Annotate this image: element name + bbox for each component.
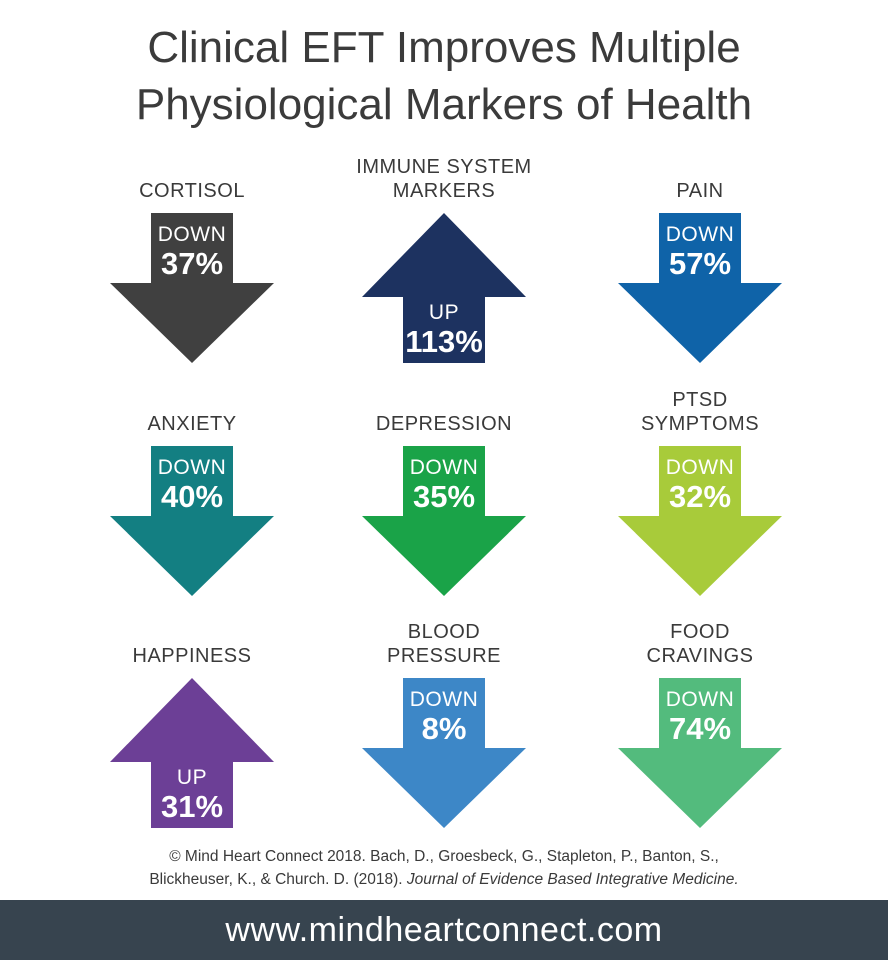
percent-value: 32% [668,479,732,514]
marker-label: CORTISOL [72,155,312,203]
marker-label-line-2: PRESSURE [386,645,502,667]
marker-label: DEPRESSION [324,388,564,436]
down-arrow-icon: DOWN 8% [362,678,526,828]
arrow-text: DOWN 37% [110,223,274,281]
arrow-text: DOWN 57% [618,223,782,281]
marker-label-line-1: PTSD [672,389,728,411]
direction-text: UP [428,301,460,324]
marker-label: HAPPINESS [72,620,312,668]
citation-line-1: © Mind Heart Connect 2018. Bach, D., Gro… [169,848,719,865]
marker-label-line-2: CRAVINGS [646,645,754,667]
marker-label: PTSD SYMPTOMS [580,388,820,436]
footer-bar: www.mindheartconnect.com [0,900,888,960]
percent-value: 113% [405,324,483,359]
up-arrow-icon: UP 113% [362,213,526,363]
marker-label-line-2: MARKERS [392,180,496,202]
title-line-1: Clinical EFT Improves Multiple [147,23,741,72]
marker-label-line-2: PAIN [676,180,724,202]
citation-authors: Blickheuser, K., & Church. D. (2018). [149,871,407,888]
percent-value: 31% [160,789,224,824]
marker-label: ANXIETY [72,388,312,436]
marker-label: PAIN [580,155,820,203]
marker-label-line-1 [72,155,312,179]
down-arrow-icon: DOWN 40% [110,446,274,596]
direction-text: DOWN [665,223,735,246]
marker-label-line-1: BLOOD [407,621,481,643]
down-arrow-icon: DOWN 32% [618,446,782,596]
percent-value: 8% [421,711,467,746]
direction-text: DOWN [157,223,227,246]
marker-label-line-2: DEPRESSION [375,413,513,435]
marker-label-line-1 [324,388,564,412]
marker-label-line-2: CORTISOL [139,180,245,202]
direction-text: UP [176,766,208,789]
website-url[interactable]: www.mindheartconnect.com [225,911,663,949]
down-arrow-icon: DOWN 35% [362,446,526,596]
direction-text: DOWN [409,456,479,479]
citation-journal: Journal of Evidence Based Integrative Me… [406,871,739,888]
marker-label-line-2: ANXIETY [147,413,237,435]
down-arrow-icon: DOWN 57% [618,213,782,363]
percent-value: 74% [668,711,732,746]
marker-label-line-2: SYMPTOMS [640,413,760,435]
down-arrow-icon: DOWN 37% [110,213,274,363]
title-line-2: Physiological Markers of Health [135,80,753,129]
arrow-text: DOWN 32% [618,456,782,514]
marker-label: IMMUNE SYSTEM MARKERS [324,155,564,203]
percent-value: 37% [160,246,224,281]
percent-value: 57% [668,246,732,281]
arrow-text: UP 31% [110,766,274,824]
marker-label-line-1 [72,620,312,644]
marker-label-line-1 [580,155,820,179]
percent-value: 35% [412,479,476,514]
arrow-text: UP 113% [362,301,526,359]
marker-label-line-1 [72,388,312,412]
direction-text: DOWN [409,688,479,711]
citation-line-2: Blickheuser, K., & Church. D. (2018). Jo… [0,868,888,891]
citation: © Mind Heart Connect 2018. Bach, D., Gro… [0,845,888,891]
direction-text: DOWN [157,456,227,479]
marker-label-line-1: IMMUNE SYSTEM [356,156,532,178]
arrow-text: DOWN 74% [618,688,782,746]
marker-label: BLOOD PRESSURE [324,620,564,668]
marker-label: FOOD CRAVINGS [580,620,820,668]
direction-text: DOWN [665,456,735,479]
arrow-text: DOWN 8% [362,688,526,746]
arrow-text: DOWN 35% [362,456,526,514]
marker-label-line-2: HAPPINESS [132,645,252,667]
arrow-text: DOWN 40% [110,456,274,514]
percent-value: 40% [160,479,224,514]
marker-label-line-1: FOOD [670,621,730,643]
direction-text: DOWN [665,688,735,711]
up-arrow-icon: UP 31% [110,678,274,828]
down-arrow-icon: DOWN 74% [618,678,782,828]
